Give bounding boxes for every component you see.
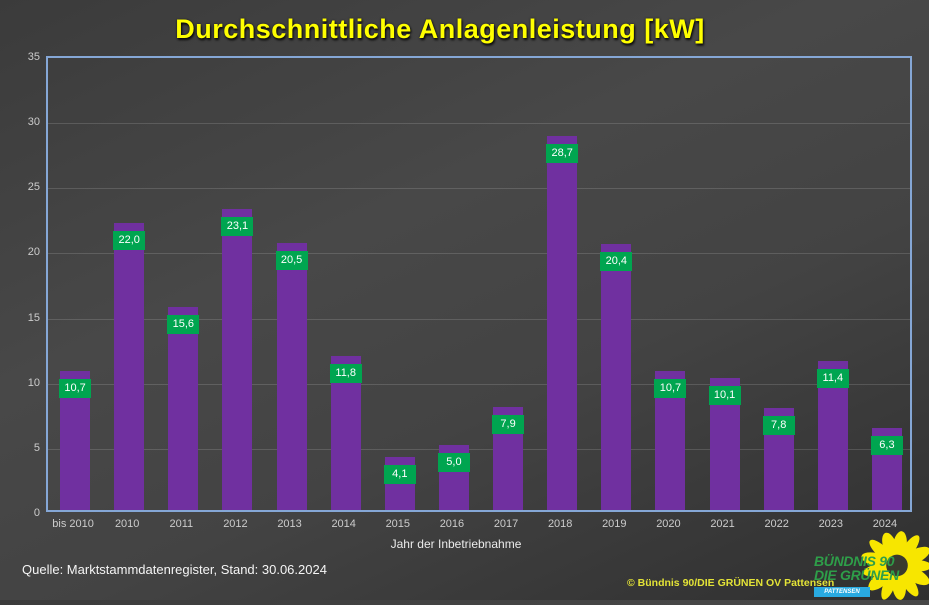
gridline-10 xyxy=(48,383,910,385)
gridline-20 xyxy=(48,253,910,255)
x-tick-label-2018: 2018 xyxy=(547,518,573,530)
bar-value-label-2015: 4,1 xyxy=(383,464,416,484)
bar-value-label-2011: 15,6 xyxy=(167,314,200,334)
sunflower-icon xyxy=(861,528,929,605)
bar-2019 xyxy=(601,244,632,510)
x-tick-label-2016: 2016 xyxy=(439,518,465,530)
bar-value-label-2022: 7,8 xyxy=(762,416,795,436)
bar-2011 xyxy=(168,306,199,510)
bar-value-label-2014: 11,8 xyxy=(329,364,362,384)
x-tick-label-2010: 2010 xyxy=(114,518,140,530)
y-tick-label-20: 20 xyxy=(27,246,40,259)
x-tick-label-2019: 2019 xyxy=(602,518,627,530)
party-logo: BÜNDNIS 90 DIE GRÜNEN PATTENSEN xyxy=(812,531,929,600)
x-tick-label-2015: 2015 xyxy=(385,518,411,530)
gridline-25 xyxy=(48,188,910,190)
copyright-note: © Bündnis 90/DIE GRÜNEN OV Pattensen xyxy=(627,577,835,589)
x-tick-label-2017: 2017 xyxy=(493,518,519,530)
x-tick-label-2013: 2013 xyxy=(277,518,302,530)
y-tick-label-25: 25 xyxy=(27,181,40,194)
logo-text: BÜNDNIS 90 DIE GRÜNEN xyxy=(814,554,899,582)
bar-value-label-2010: 22,0 xyxy=(113,231,146,251)
y-tick-label-0: 0 xyxy=(33,507,40,519)
x-tick-label-2011: 2011 xyxy=(169,518,194,530)
plot-area: 0 5 10 15 20 25 30 35 10,7 22,0 15,6 23,1 20,5 11,8 4,… xyxy=(28,51,912,519)
bar-value-label-2024: 6,3 xyxy=(870,435,903,455)
x-tick-label-2022: 2022 xyxy=(764,518,789,530)
bar-value-label-2018: 28,7 xyxy=(546,144,579,164)
y-tick-label-5: 5 xyxy=(33,441,40,454)
bar-value-label-bis-2010: 10,7 xyxy=(59,378,92,398)
x-tick-label-2020: 2020 xyxy=(656,518,681,530)
bar-value-label-2019: 20,4 xyxy=(600,252,633,272)
bar-2012 xyxy=(222,209,253,510)
chart-title: Durchschnittliche Anlagenleistung [kW] xyxy=(175,14,705,44)
logo-line2: DIE GRÜNEN xyxy=(814,567,899,583)
bar-value-label-2012: 23,1 xyxy=(221,217,254,237)
logo-badge: PATTENSEN xyxy=(814,587,870,597)
bar-value-label-2016: 5,0 xyxy=(437,452,470,472)
x-tick-label-2023: 2023 xyxy=(818,518,844,530)
y-tick-label-15: 15 xyxy=(27,311,40,324)
x-tick-label-bis-2010: bis 2010 xyxy=(52,518,94,530)
gridline-15 xyxy=(48,318,910,320)
x-tick-label-2012: 2012 xyxy=(223,518,248,530)
logo-line1: BÜNDNIS 90 xyxy=(814,553,895,569)
x-tick-label-2021: 2021 xyxy=(710,518,735,530)
gridline-5 xyxy=(48,448,910,450)
y-tick-label-30: 30 xyxy=(27,116,40,129)
x-tick-label-2024: 2024 xyxy=(872,518,898,530)
bar-2018 xyxy=(547,136,578,510)
bar-value-label-2017: 7,9 xyxy=(492,415,525,435)
bar-value-label-2020: 10,7 xyxy=(654,378,687,398)
bar-value-label-2021: 10,1 xyxy=(708,386,741,406)
bar-2013 xyxy=(276,242,307,510)
gridline-30 xyxy=(48,123,910,125)
x-tick-label-2014: 2014 xyxy=(331,518,356,530)
x-axis-title: Jahr der Inbetriebnahme xyxy=(390,537,522,551)
bar-2010 xyxy=(114,223,145,510)
y-tick-label-35: 35 xyxy=(27,51,40,63)
source-note: Quelle: Marktstammdatenregister, Stand: … xyxy=(22,562,327,577)
bar-value-label-2013: 20,5 xyxy=(275,250,308,270)
y-tick-label-10: 10 xyxy=(27,376,40,389)
bar-value-label-2023: 11,4 xyxy=(816,369,849,389)
